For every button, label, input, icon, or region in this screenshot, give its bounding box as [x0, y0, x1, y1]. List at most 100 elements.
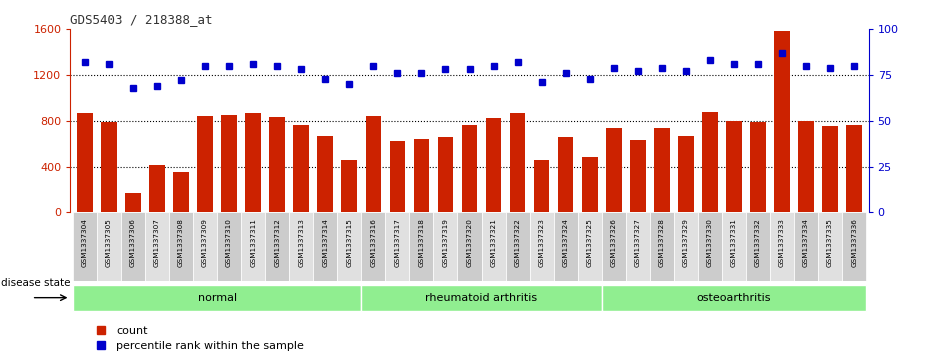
- Bar: [241, 212, 265, 281]
- Bar: [602, 212, 625, 281]
- Bar: [293, 125, 309, 212]
- Bar: [770, 212, 794, 281]
- Bar: [554, 212, 577, 281]
- Text: GSM1337317: GSM1337317: [394, 218, 400, 267]
- Text: GSM1337325: GSM1337325: [587, 218, 593, 267]
- Bar: [698, 212, 722, 281]
- Text: GSM1337308: GSM1337308: [178, 218, 184, 267]
- Bar: [505, 212, 530, 281]
- Legend: count, percentile rank within the sample: count, percentile rank within the sample: [85, 321, 309, 356]
- Text: GSM1337319: GSM1337319: [442, 218, 449, 267]
- Text: GSM1337322: GSM1337322: [515, 218, 520, 267]
- Text: GSM1337332: GSM1337332: [755, 218, 761, 267]
- Text: normal: normal: [197, 293, 237, 303]
- Bar: [173, 172, 189, 212]
- Bar: [750, 122, 766, 212]
- Bar: [125, 193, 141, 212]
- Bar: [722, 212, 746, 281]
- Text: osteoarthritis: osteoarthritis: [697, 293, 771, 303]
- Bar: [482, 212, 505, 281]
- Bar: [121, 212, 145, 281]
- Bar: [606, 127, 622, 212]
- Bar: [409, 212, 434, 281]
- Bar: [674, 212, 698, 281]
- Text: GSM1337320: GSM1337320: [467, 218, 472, 267]
- Text: GSM1337327: GSM1337327: [635, 218, 640, 267]
- Text: GSM1337331: GSM1337331: [731, 218, 737, 267]
- Text: GDS5403 / 218388_at: GDS5403 / 218388_at: [70, 13, 213, 26]
- Bar: [823, 126, 838, 212]
- Bar: [222, 115, 237, 212]
- Bar: [438, 137, 454, 212]
- Bar: [794, 212, 818, 281]
- Text: GSM1337314: GSM1337314: [322, 218, 329, 267]
- Bar: [533, 160, 549, 212]
- Text: GSM1337305: GSM1337305: [106, 218, 112, 267]
- Bar: [217, 212, 241, 281]
- Bar: [169, 212, 193, 281]
- Text: GSM1337304: GSM1337304: [82, 218, 88, 267]
- Bar: [818, 212, 842, 281]
- Bar: [842, 212, 866, 281]
- Bar: [678, 136, 694, 212]
- Text: GSM1337323: GSM1337323: [539, 218, 545, 267]
- Bar: [337, 212, 362, 281]
- Text: GSM1337334: GSM1337334: [803, 218, 809, 267]
- Text: GSM1337336: GSM1337336: [851, 218, 857, 267]
- Bar: [582, 158, 597, 212]
- Bar: [149, 166, 164, 212]
- Bar: [342, 160, 357, 212]
- Bar: [558, 137, 574, 212]
- Bar: [413, 139, 429, 212]
- Bar: [385, 212, 409, 281]
- Text: GSM1337316: GSM1337316: [370, 218, 377, 267]
- Text: GSM1337330: GSM1337330: [707, 218, 713, 267]
- Bar: [193, 212, 217, 281]
- Bar: [510, 113, 526, 212]
- Bar: [97, 212, 121, 281]
- Bar: [775, 31, 790, 212]
- Bar: [654, 127, 670, 212]
- Bar: [289, 212, 314, 281]
- Bar: [269, 117, 285, 212]
- Bar: [485, 118, 501, 212]
- Text: GSM1337335: GSM1337335: [827, 218, 833, 267]
- Text: rheumatoid arthritis: rheumatoid arthritis: [425, 293, 538, 303]
- Text: GSM1337321: GSM1337321: [490, 218, 497, 267]
- Bar: [101, 122, 116, 212]
- Bar: [726, 121, 742, 212]
- Bar: [362, 285, 602, 311]
- Bar: [197, 116, 213, 212]
- Text: GSM1337324: GSM1337324: [562, 218, 569, 267]
- Text: GSM1337315: GSM1337315: [346, 218, 352, 267]
- Text: GSM1337307: GSM1337307: [154, 218, 160, 267]
- Text: GSM1337313: GSM1337313: [299, 218, 304, 267]
- Bar: [462, 125, 477, 212]
- Text: GSM1337326: GSM1337326: [610, 218, 617, 267]
- Text: GSM1337328: GSM1337328: [659, 218, 665, 267]
- Bar: [434, 212, 457, 281]
- Text: GSM1337318: GSM1337318: [419, 218, 424, 267]
- Bar: [846, 125, 862, 212]
- Bar: [390, 141, 406, 212]
- Bar: [317, 136, 333, 212]
- Text: GSM1337310: GSM1337310: [226, 218, 232, 267]
- Bar: [577, 212, 602, 281]
- Bar: [630, 140, 646, 212]
- Text: disease state: disease state: [1, 278, 70, 288]
- Bar: [602, 285, 866, 311]
- Text: GSM1337306: GSM1337306: [130, 218, 136, 267]
- Bar: [245, 113, 261, 212]
- Bar: [77, 113, 93, 212]
- Text: GSM1337333: GSM1337333: [779, 218, 785, 267]
- Text: GSM1337312: GSM1337312: [274, 218, 280, 267]
- Text: GSM1337309: GSM1337309: [202, 218, 208, 267]
- Bar: [145, 212, 169, 281]
- Bar: [457, 212, 482, 281]
- Bar: [746, 212, 770, 281]
- Text: GSM1337311: GSM1337311: [250, 218, 256, 267]
- Bar: [798, 121, 814, 212]
- Bar: [625, 212, 650, 281]
- Text: GSM1337329: GSM1337329: [683, 218, 689, 267]
- Bar: [73, 212, 97, 281]
